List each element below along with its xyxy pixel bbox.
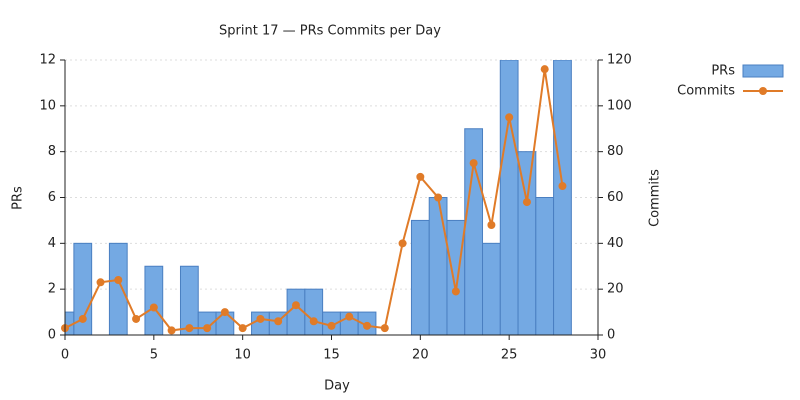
y2-tick-label: 120 <box>607 53 632 68</box>
bar <box>428 197 448 335</box>
point <box>540 65 549 74</box>
point <box>380 324 389 333</box>
point <box>469 159 478 168</box>
bar <box>499 60 519 335</box>
legend-marker <box>759 87 767 95</box>
point <box>345 312 354 321</box>
point <box>522 198 531 207</box>
point <box>203 324 212 333</box>
y-tick-label: 10 <box>39 98 56 113</box>
point <box>185 324 194 333</box>
chart-title: Sprint 17 — PRs Commits per Day <box>219 24 441 39</box>
legend: PRs Commits <box>677 64 784 99</box>
bar <box>535 197 555 335</box>
bar <box>446 219 466 335</box>
x-tick-label: 20 <box>412 348 429 363</box>
legend-label: Commits <box>677 84 735 99</box>
x-tick-label: 25 <box>501 348 518 363</box>
point <box>487 221 496 229</box>
point <box>78 314 87 323</box>
bar <box>410 219 430 335</box>
bar <box>553 60 572 335</box>
x-tick-label: 30 <box>590 348 607 363</box>
point <box>96 278 105 287</box>
y2-tick-label: 40 <box>607 236 624 251</box>
point <box>149 303 158 312</box>
y-tick-label: 4 <box>48 236 56 251</box>
y-tick-label: 2 <box>48 282 56 297</box>
y-axis-label: PRs <box>11 186 26 210</box>
y-tick-label: 6 <box>48 190 56 205</box>
point <box>256 314 265 323</box>
legend-swatch <box>742 64 784 78</box>
lines <box>61 65 567 335</box>
y2-tick-label: 0 <box>607 328 615 343</box>
y2-tick-label: 20 <box>607 282 624 297</box>
y-tick-label: 0 <box>48 328 56 343</box>
x-tick-label: 10 <box>234 348 251 363</box>
point <box>132 314 141 323</box>
point <box>558 182 567 191</box>
point <box>327 321 336 330</box>
legend-label: PRs <box>711 64 735 79</box>
bars <box>65 60 572 335</box>
point <box>398 239 407 248</box>
point <box>434 193 443 202</box>
y-tick-label: 8 <box>48 144 56 159</box>
bar <box>304 288 324 335</box>
bar <box>517 151 537 335</box>
point <box>291 301 300 310</box>
x-axis-label: Day <box>324 379 350 394</box>
bar <box>108 242 128 335</box>
point <box>505 113 514 122</box>
point <box>363 321 372 330</box>
bar <box>482 242 501 335</box>
y2-tick-label: 100 <box>607 98 632 113</box>
y2-tick-label: 60 <box>607 190 624 205</box>
point <box>274 317 283 326</box>
x-tick-label: 5 <box>150 348 158 363</box>
point <box>220 308 229 317</box>
point <box>451 287 460 296</box>
x-tick-label: 15 <box>323 348 340 363</box>
point <box>114 276 123 284</box>
point <box>238 324 247 333</box>
bar <box>179 265 199 335</box>
bar <box>144 265 164 335</box>
x-tick-label: 0 <box>61 348 69 363</box>
y-tick-label: 12 <box>39 53 56 68</box>
point <box>309 317 318 326</box>
y2-axis-label: Commits <box>648 169 663 227</box>
y2-tick-label: 80 <box>607 144 624 159</box>
point <box>167 326 176 335</box>
point <box>416 172 425 181</box>
